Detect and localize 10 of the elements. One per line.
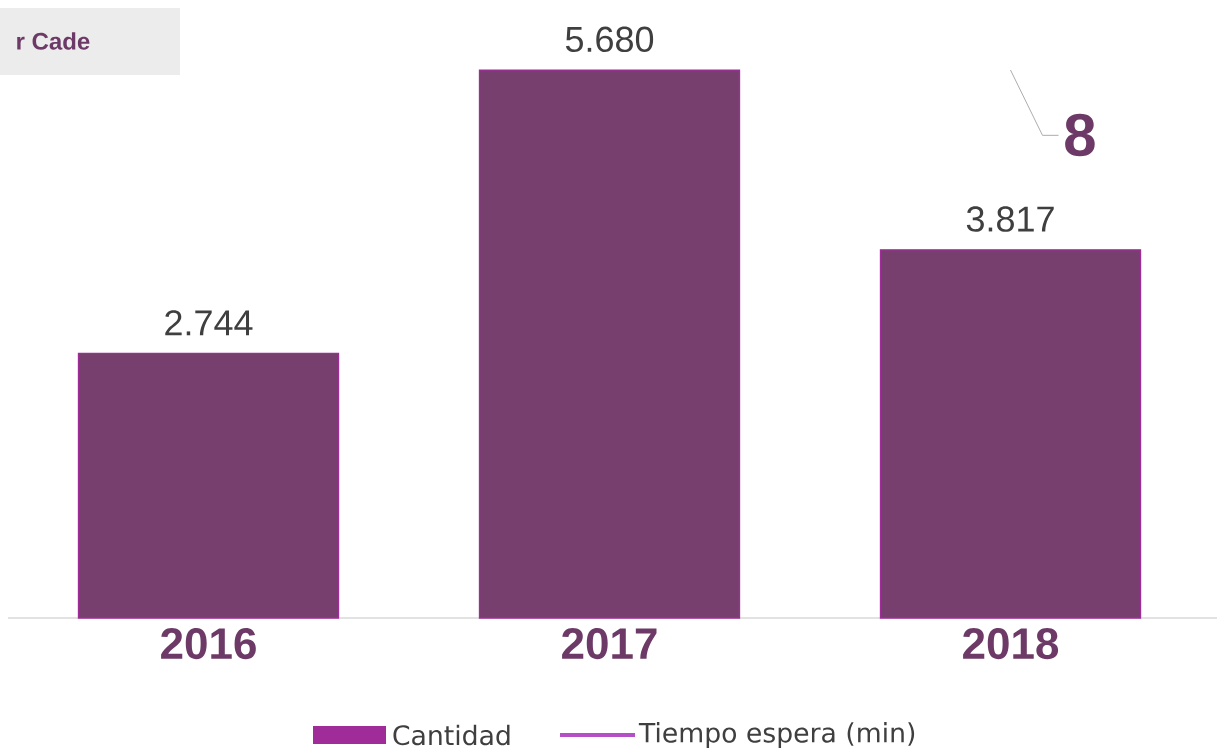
- x-tick-label: 2017: [562, 628, 657, 660]
- data-label: 5.680: [565, 26, 654, 53]
- text: r Cade: [17, 32, 90, 50]
- data-label: 3.817: [966, 206, 1054, 232]
- x-tick-label: 2018: [963, 628, 1059, 660]
- annotation: 8: [1065, 113, 1095, 157]
- text: Cantidad: [393, 724, 510, 746]
- legend-label: Tiempo espera (min): [638, 722, 915, 748]
- x-tick-label: 2016: [161, 628, 256, 660]
- data-label: 2.744: [165, 310, 253, 336]
